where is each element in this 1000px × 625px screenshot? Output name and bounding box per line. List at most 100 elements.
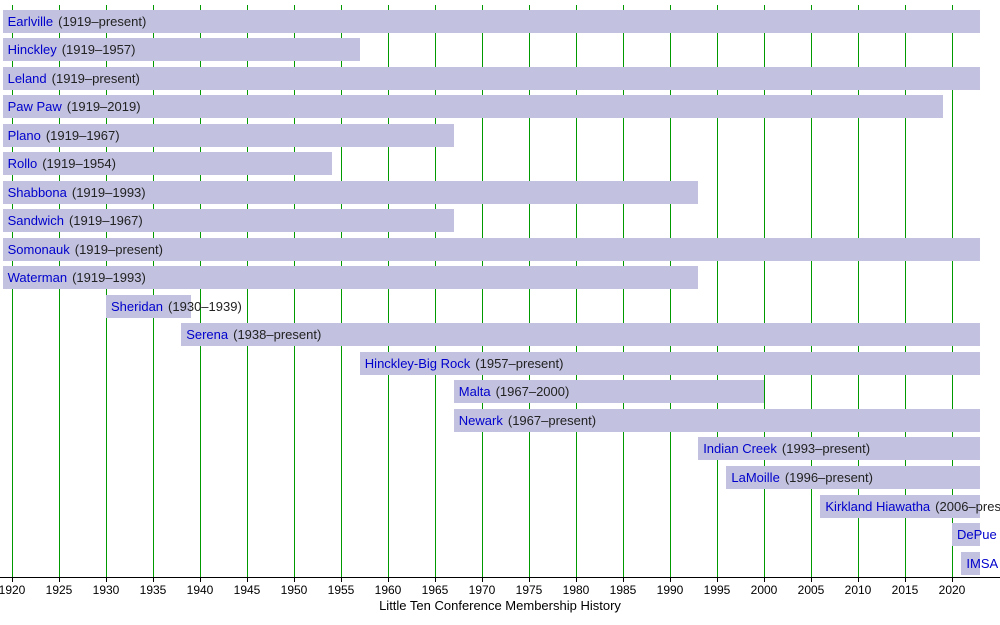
timeline-bar-hinckley-big-rock — [359, 351, 981, 375]
timeline-bar-paw-paw — [2, 95, 943, 119]
timeline-bar-imsa — [961, 551, 981, 575]
gridline-1925 — [59, 5, 60, 577]
bar-label: Leland (1919–present) — [8, 67, 140, 90]
membership-years-text: (1993–present) — [781, 441, 871, 457]
axis-tick-2000 — [764, 577, 765, 582]
axis-tick-1995 — [717, 577, 718, 582]
bar-label: Sheridan (1930–1939) — [111, 295, 242, 318]
axis-tick-1925 — [59, 577, 60, 582]
timeline-bar-lamoille — [726, 465, 981, 489]
membership-years-text: (1967–2000) — [495, 384, 570, 400]
timeline-bar-kirkland-hiawatha — [820, 494, 981, 518]
membership-years-text: (1919–2019) — [66, 99, 141, 115]
axis-tick-label-1945: 1945 — [233, 583, 261, 597]
axis-tick-label-1955: 1955 — [327, 583, 355, 597]
school-name-link[interactable]: Plano — [7, 127, 41, 143]
bar-label: Earlville (1919–present) — [8, 10, 147, 33]
timeline-bar-sandwich — [2, 209, 454, 233]
school-name-link[interactable]: Hinckley-Big Rock — [364, 355, 471, 371]
gridline-2005 — [811, 5, 812, 577]
axis-tick-1985 — [623, 577, 624, 582]
gridline-1985 — [623, 5, 624, 577]
timeline-bar-malta — [453, 380, 764, 404]
timeline-bar-serena — [181, 323, 981, 347]
axis-tick-label-1930: 1930 — [92, 583, 120, 597]
gridline-2015 — [905, 5, 906, 577]
bar-label: Rollo (1919–1954) — [8, 152, 116, 175]
axis-tick-label-1995: 1995 — [703, 583, 731, 597]
axis-tick-1970 — [482, 577, 483, 582]
school-name-link[interactable]: Shabbona — [7, 184, 67, 200]
x-axis-line — [0, 577, 1000, 578]
school-name-link[interactable]: Serena — [186, 327, 229, 343]
membership-years-text: (1919–1967) — [45, 127, 120, 143]
school-name-link[interactable]: Leland — [7, 70, 47, 86]
bar-label: Hinckley (1919–1957) — [8, 38, 136, 61]
gridline-1945 — [247, 5, 248, 577]
axis-tick-2005 — [811, 577, 812, 582]
axis-tick-2020 — [952, 577, 953, 582]
timeline-bar-depue — [952, 523, 981, 547]
school-name-link[interactable]: IMSA — [966, 555, 999, 571]
membership-years-text: (1919–present) — [51, 70, 140, 86]
axis-tick-label-1935: 1935 — [139, 583, 167, 597]
school-name-link[interactable]: Rollo — [7, 156, 38, 172]
membership-years-text: (1919–1967) — [68, 213, 143, 229]
school-name-link[interactable]: Hinckley — [7, 42, 57, 58]
axis-tick-label-1950: 1950 — [280, 583, 308, 597]
gridline-1975 — [529, 5, 530, 577]
school-name-link[interactable]: Earlville — [7, 13, 54, 29]
axis-tick-label-1920: 1920 — [0, 583, 26, 597]
x-axis-title: Little Ten Conference Membership History — [379, 598, 621, 613]
school-name-link[interactable]: Sandwich — [7, 213, 64, 229]
school-name-link[interactable]: Sheridan — [111, 298, 164, 314]
axis-tick-2015 — [905, 577, 906, 582]
timeline-bar-shabbona — [2, 180, 699, 204]
bar-label: Somonauk (1919–present) — [8, 238, 163, 261]
bar-label: Indian Creek (1993–present) — [703, 437, 870, 460]
membership-years-text: (1967–present) — [507, 412, 597, 428]
axis-tick-label-1980: 1980 — [562, 583, 590, 597]
axis-tick-1935 — [153, 577, 154, 582]
bar-label: Malta (1967–2000) — [459, 380, 570, 403]
school-name-link[interactable]: Waterman — [7, 270, 68, 286]
gridline-1935 — [153, 5, 154, 577]
timeline-bar-earlville — [2, 9, 981, 33]
membership-years-text: (1919–1954) — [42, 156, 116, 172]
school-name-link[interactable]: DePue — [957, 527, 997, 543]
school-name-link[interactable]: Paw Paw — [7, 99, 62, 115]
gridline-2010 — [858, 5, 859, 577]
axis-tick-1930 — [106, 577, 107, 582]
membership-years-text: (1938–present) — [233, 327, 322, 343]
school-name-link[interactable]: Newark — [458, 412, 503, 428]
membership-years-text: (1919–1957) — [61, 42, 136, 58]
school-name-link[interactable]: Kirkland Hiawatha — [825, 498, 931, 514]
timeline-bar-hinckley — [2, 38, 360, 62]
gridline-1965 — [435, 5, 436, 577]
school-name-link[interactable]: Somonauk — [7, 241, 70, 257]
school-name-link[interactable]: Malta — [458, 384, 491, 400]
membership-years-text: (1919–present) — [58, 13, 147, 29]
axis-tick-label-1940: 1940 — [186, 583, 214, 597]
school-name-link[interactable]: Indian Creek — [703, 441, 777, 457]
gridline-1960 — [388, 5, 389, 577]
axis-tick-1960 — [388, 577, 389, 582]
bar-label: Plano (1919–1967) — [8, 124, 120, 147]
gridline-1970 — [482, 5, 483, 577]
school-name-link[interactable]: LaMoille — [731, 469, 780, 485]
axis-tick-1955 — [341, 577, 342, 582]
axis-tick-1975 — [529, 577, 530, 582]
timeline-bar-leland — [2, 66, 981, 90]
bar-label: Serena (1938–present) — [186, 323, 321, 346]
axis-tick-2010 — [858, 577, 859, 582]
membership-years-text: (1930–1939) — [168, 298, 242, 314]
gridline-1930 — [106, 5, 107, 577]
axis-tick-label-1960: 1960 — [374, 583, 402, 597]
gridline-2000 — [764, 5, 765, 577]
axis-tick-label-2020: 2020 — [938, 583, 966, 597]
axis-tick-1950 — [294, 577, 295, 582]
bar-label: Hinckley-Big Rock (1957–present) — [365, 352, 564, 375]
axis-tick-label-2000: 2000 — [750, 583, 778, 597]
gridline-2020 — [952, 5, 953, 577]
